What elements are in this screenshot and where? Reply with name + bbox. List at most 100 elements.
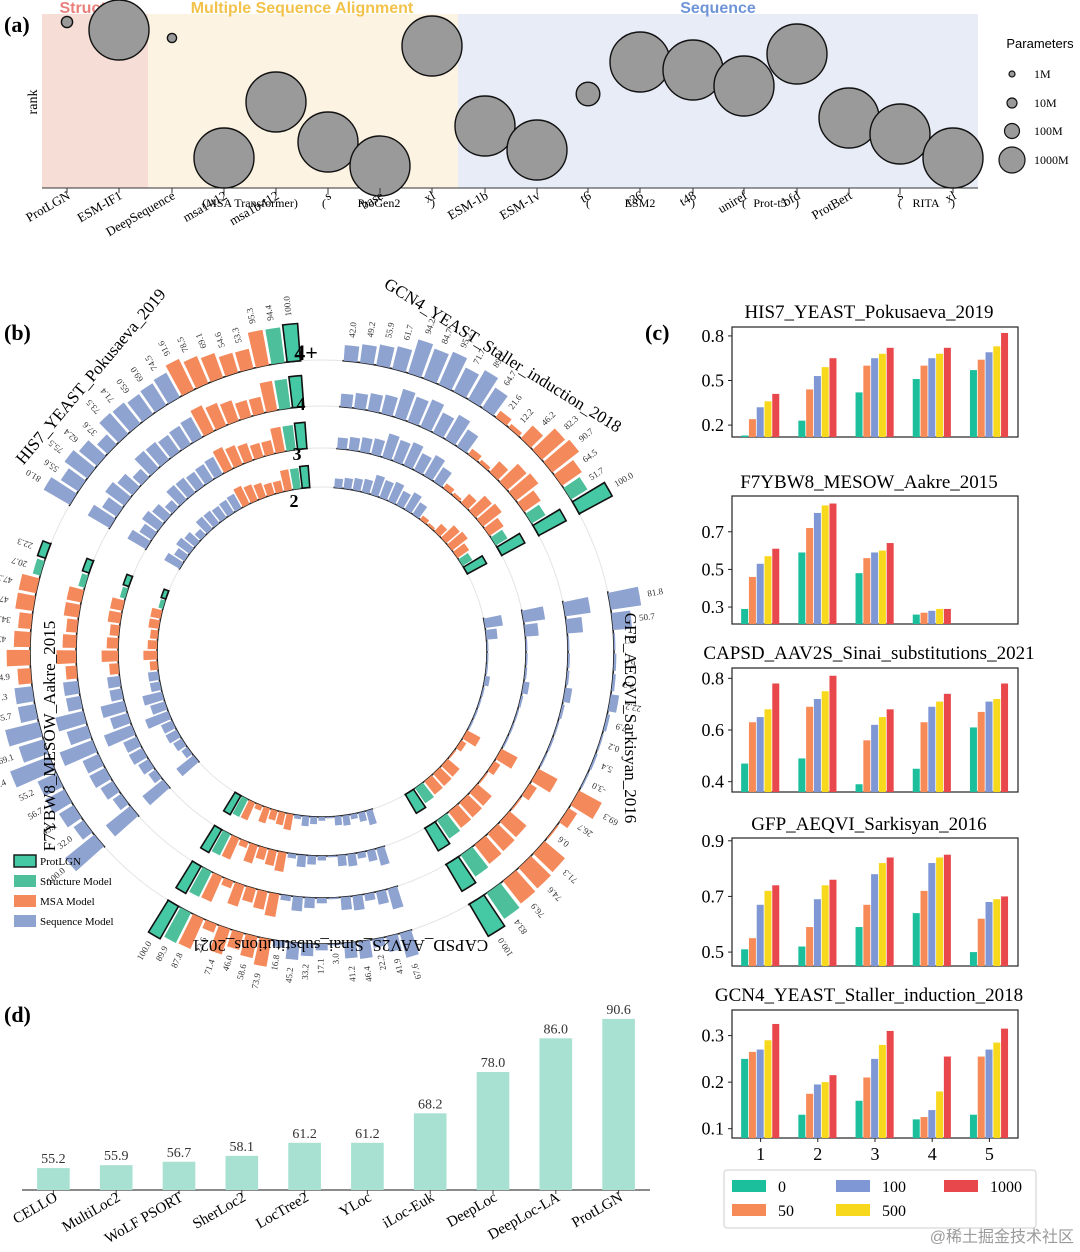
ring-bar [399, 930, 419, 958]
ring-bar [485, 628, 498, 640]
ytick-label: 0.5 [702, 371, 725, 391]
ring-bar [272, 939, 286, 948]
ring-bar-label: 20.7 [10, 555, 28, 569]
ring-bar [379, 480, 394, 501]
group-label-rita-open: ( [898, 196, 902, 210]
bar-GCN4_YEAST_Staller_induction_2018-1-0 [741, 1058, 749, 1138]
bar-d-category-label: DeepLoc [444, 1189, 500, 1231]
tick-label-protlgn: ProtLGN [23, 187, 73, 224]
bar-CAPSD_AAV2S_Sinai_substitutions_2021-3-3 [878, 717, 886, 792]
ring-bar [106, 637, 119, 649]
ring-bar-label: 53.3 [230, 326, 244, 344]
ring-bar [487, 761, 501, 776]
ring-bar [165, 358, 194, 396]
ring-bar [479, 772, 488, 784]
ring-bar [100, 780, 120, 800]
ring-bar [117, 473, 140, 496]
ring-bar [36, 539, 52, 560]
bar-CAPSD_AAV2S_Sinai_substitutions_2021-2-0 [798, 758, 806, 792]
bar-GCN4_YEAST_Staller_induction_2018-1-2 [756, 1049, 764, 1138]
ring-bar [432, 412, 455, 438]
tick-label-s: s [894, 188, 906, 204]
ring-bar [139, 523, 157, 540]
ring-bar [499, 811, 527, 838]
ring-bar [253, 937, 272, 967]
ring-label-3: 3 [293, 444, 302, 464]
ring-bar-label: 91.9 [0, 735, 1, 749]
ring-bar [180, 416, 203, 443]
ring-bar-label: 22.2 [625, 702, 642, 715]
ring-bar [483, 614, 503, 629]
ring-bar [468, 893, 506, 938]
ring-baseline [234, 791, 374, 818]
bar-GFP_AEQVI_Sarkisyan_2016-2-4 [829, 879, 837, 966]
bar-F7YBW8_MESOW_Aakre_2015-3-4 [886, 543, 894, 624]
ring-bar [474, 835, 502, 864]
bar-HIS7_YEAST_Pokusaeva_2019-5-3 [993, 346, 1001, 437]
ring-bar-label: 64.5 [581, 447, 600, 465]
ring-bar-label: 7.2 [622, 680, 634, 691]
ring-bar [240, 800, 256, 821]
bar-d-value-label: 78.0 [481, 1056, 506, 1071]
ring-bar [300, 943, 314, 957]
ytick-label: 0.3 [702, 597, 725, 617]
legend-c-swatch-1000 [944, 1180, 978, 1192]
ring-bar [524, 622, 539, 637]
bar-GFP_AEQVI_Sarkisyan_2016-5-2 [985, 902, 993, 966]
ring-bar [234, 348, 254, 372]
ring-bar [372, 937, 386, 948]
bar-GCN4_YEAST_Staller_induction_2018-1-1 [748, 1051, 756, 1138]
bar-GCN4_YEAST_Staller_induction_2018-4-0 [912, 1119, 920, 1138]
ring-bar [243, 842, 258, 864]
bar-GCN4_YEAST_Staller_induction_2018-2-3 [821, 1082, 829, 1138]
ring-bar [483, 675, 491, 687]
ring-bar-label: 100.0 [495, 936, 514, 959]
bar-d-category-label: LocTree2 [254, 1190, 312, 1233]
ring-bar [219, 499, 234, 517]
legend-c-swatch-0 [732, 1180, 766, 1192]
bar-HIS7_YEAST_Pokusaeva_2019-4-4 [943, 347, 951, 437]
group-label-progen2: ProGen2 [358, 196, 401, 210]
ring-bar [318, 816, 326, 821]
ring-bar-label: 69.1 [193, 332, 208, 350]
bar-HIS7_YEAST_Pokusaeva_2019-4-0 [912, 379, 920, 437]
bubble-esm-if1 [88, 0, 150, 61]
ring-bar-label: 81.0 [24, 467, 43, 484]
ring-bar [394, 388, 416, 421]
ring-bar-label: 12.2 [518, 407, 536, 425]
ring-bar [445, 855, 477, 893]
bar-GFP_AEQVI_Sarkisyan_2016-3-4 [886, 857, 894, 966]
ring-bar [358, 811, 368, 822]
ring-bar [393, 439, 411, 465]
ring-bar [309, 816, 318, 825]
ring-bar [73, 820, 93, 840]
subplot-title: CAPSD_AAV2S_Sinai_substitutions_2021 [703, 643, 1034, 664]
bar-F7YBW8_MESOW_Aakre_2015-1-1 [748, 576, 756, 624]
ring-bar-label: 47.3 [0, 691, 9, 703]
ring-bar [326, 816, 334, 819]
ring-bar [249, 442, 264, 460]
bar-GFP_AEQVI_Sarkisyan_2016-1-1 [748, 938, 756, 966]
bar-GCN4_YEAST_Staller_induction_2018-4-4 [943, 1056, 951, 1138]
ring-bar-label: 46.2 [539, 409, 557, 427]
ring-bar [352, 894, 365, 911]
ring-bar [209, 925, 231, 955]
ring-bar [37, 773, 63, 797]
ring-bar [264, 848, 277, 866]
ytick-label: 0.8 [702, 326, 725, 346]
ring-bar-label: 100.0 [612, 470, 635, 489]
xtick-label: 4 [928, 1144, 937, 1164]
ring-bar [203, 510, 220, 528]
ring-bar [404, 788, 427, 815]
ring-bar [359, 437, 373, 454]
legend-label-1000M: 1000M [1034, 153, 1069, 167]
bar-HIS7_YEAST_Pokusaeva_2019-5-4 [1001, 332, 1009, 437]
ring-bar [219, 400, 239, 425]
bubble-s [869, 103, 931, 165]
bar-F7YBW8_MESOW_Aakre_2015-1-4 [772, 548, 780, 624]
ring-bar [240, 933, 258, 959]
group-label-rita: RITA [912, 196, 939, 210]
ring-bar [456, 740, 467, 752]
bar-GCN4_YEAST_Staller_induction_2018-2-0 [798, 1114, 806, 1138]
